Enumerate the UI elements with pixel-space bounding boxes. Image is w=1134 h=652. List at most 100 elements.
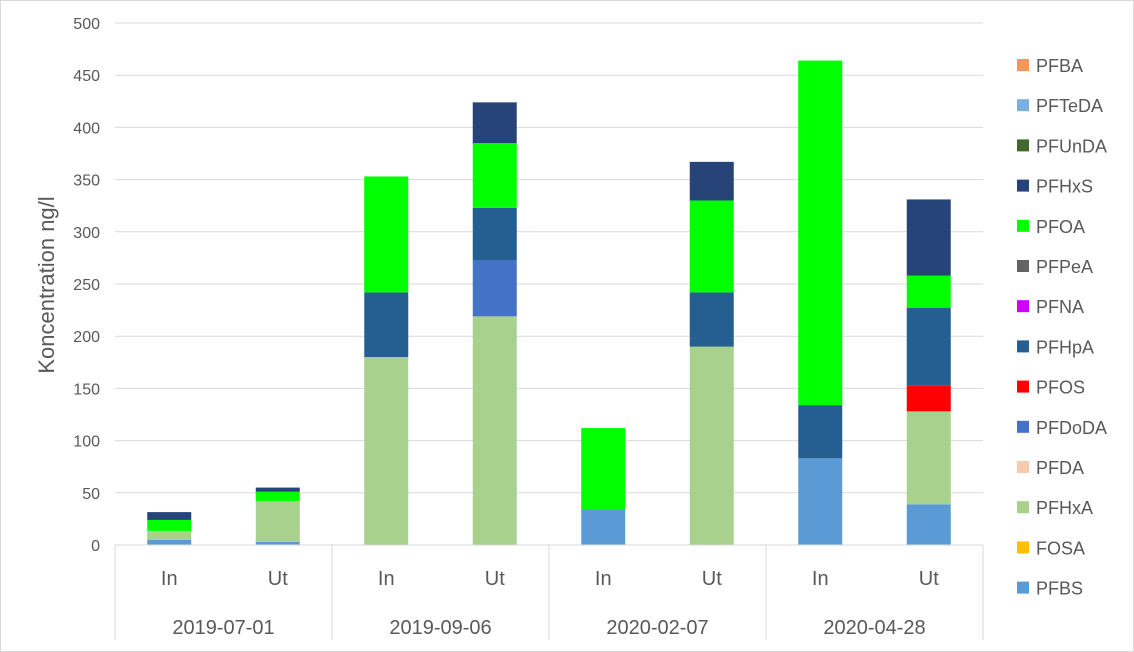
legend-swatch [1017,99,1029,112]
group-label: 2020-04-28 [823,617,925,639]
legend-item-pfhxs: PFHxS [1017,177,1093,197]
bar-segment-pfbs [906,504,951,545]
y-tick-label: 200 [73,329,100,346]
legend-label: FOSA [1036,538,1085,558]
legend-label: PFOA [1036,217,1085,237]
legend-item-pfda: PFDA [1017,458,1084,478]
bar-segment-pfbs [798,458,843,545]
bar-segment-pfoa [689,200,734,293]
bar-segment-pfhpa [798,405,843,459]
legend-label: PFNA [1036,297,1084,317]
legend-item-pfba: PFBA [1017,56,1083,76]
legend-swatch [1017,501,1029,514]
x-tick-label: Ut [702,568,722,590]
legend-swatch [1017,541,1029,554]
legend-label: PFOS [1036,378,1085,398]
bar-segment-pfhxa [472,316,517,545]
legend-label: PFTeDA [1036,96,1103,116]
bar-segment-pfoa [798,60,843,406]
group-label: 2019-07-01 [172,617,274,639]
y-tick-label: 250 [73,277,100,294]
legend-swatch [1017,260,1029,272]
bar-segment-pfhxs [147,512,192,520]
legend-item-pfpea: PFPeA [1017,257,1093,277]
y-tick-label: 50 [82,486,100,503]
y-tick-label: 400 [73,120,100,137]
legend-item-pfna: PFNA [1017,297,1084,317]
x-tick-label: In [595,568,612,590]
legend-swatch [1017,179,1029,192]
bar-segment-pfoa [255,491,300,502]
legend-swatch [1017,219,1029,232]
bar-segment-pfoa [906,275,951,309]
legend-label: PFBA [1036,56,1083,76]
bar-segment-pfhxa [906,411,951,505]
legend-item-pfbs: PFBS [1017,579,1083,599]
bar-segment-pfbs [147,539,192,545]
legend-swatch [1017,300,1029,313]
bar-segment-pfhxa [147,530,192,540]
bar-segment-pfhxa [689,346,734,545]
x-tick-label: In [161,568,178,590]
bar-segment-pfos [906,385,951,412]
bar-segment-pfbs [581,509,626,545]
bar-segment-pfdoda [472,259,517,317]
legend-label: PFDA [1036,458,1084,478]
bar-segment-pfoa [472,143,517,208]
bar-segment-pfbs [255,541,300,545]
bar-segment-pfoa [581,428,626,510]
y-axis-label: Koncentration ng/l [34,196,59,373]
bar-segment-pfoa [147,519,192,531]
legend-swatch [1017,380,1029,393]
x-tick-label: Ut [485,568,505,590]
legend-label: PFHxS [1036,177,1093,197]
bar-segment-pfhpa [906,308,951,386]
y-tick-label: 150 [73,381,100,398]
legend-item-pfunda: PFUnDA [1017,136,1107,156]
legend-item-pfoa: PFOA [1017,217,1085,237]
bar-segment-pfhpa [689,292,734,347]
legend-label: PFDoDA [1036,418,1107,438]
y-tick-label: 100 [73,434,100,451]
bar-segment-pfhxa [364,357,409,545]
legend-swatch [1017,461,1029,473]
legend-item-pfdoda: PFDoDA [1017,418,1107,438]
bar-segment-pfhpa [472,207,517,260]
bar-segment-pfhxs [689,161,734,201]
bar-segment-pfhxs [472,102,517,144]
legend-swatch [1017,340,1029,353]
group-label: 2020-02-07 [606,617,708,639]
x-tick-label: Ut [268,568,288,590]
legend-swatch [1017,59,1029,71]
y-tick-label: 500 [73,16,100,33]
x-tick-label: Ut [919,568,939,590]
legend-label: PFHpA [1036,337,1094,357]
x-tick-label: In [378,568,395,590]
legend-item-pfhxa: PFHxA [1017,498,1093,518]
y-tick-label: 300 [73,225,100,242]
legend-swatch [1017,420,1029,433]
legend-label: PFUnDA [1036,136,1107,156]
x-tick-label: In [812,568,829,590]
bar-segment-pfhpa [364,292,409,358]
legend-item-fosa: FOSA [1017,538,1085,558]
legend-label: PFHxA [1036,498,1093,518]
bar-segment-pfhxs [255,487,300,492]
bar-segment-pfhxa [255,501,300,542]
legend-swatch [1017,581,1029,594]
bar-segment-pfhxs [906,199,951,276]
y-tick-label: 450 [73,68,100,85]
legend-item-pfhpa: PFHpA [1017,337,1094,357]
legend-label: PFPeA [1036,257,1093,277]
bar-segment-pfoa [364,176,409,293]
legend-label: PFBS [1036,579,1083,599]
legend-item-pfteda: PFTeDA [1017,96,1103,116]
group-label: 2019-09-06 [389,617,491,639]
legend-swatch [1017,139,1029,152]
legend-item-pfos: PFOS [1017,378,1085,398]
y-tick-label: 350 [73,173,100,190]
y-tick-label: 0 [91,538,100,555]
